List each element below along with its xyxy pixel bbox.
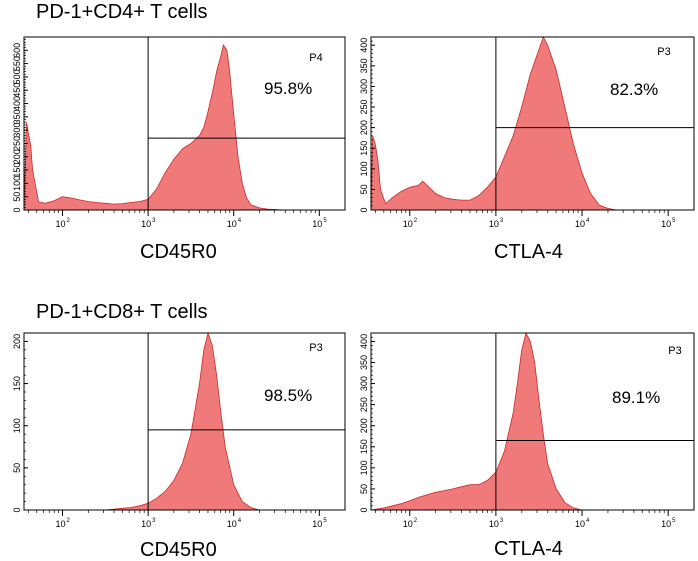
panel-1-ytick-label: 150 xyxy=(12,163,22,178)
panel-4-gate-percent: 89.1% xyxy=(612,388,660,407)
panel-1-gate-label: P4 xyxy=(309,52,322,64)
panel-2-ytick-label: 50 xyxy=(359,184,369,194)
panel-4-xtick-exponent: 4 xyxy=(586,518,590,524)
panel-3-gate-percent: 98.5% xyxy=(264,386,312,405)
panel-1-xtick-label: 10 xyxy=(227,219,237,229)
panel-2-xtick-exponent: 4 xyxy=(586,218,590,224)
panel-1-ytick-label: 500 xyxy=(12,69,22,84)
panel-4-ytick-label: 100 xyxy=(359,460,369,475)
panel-2-xlabel: CTLA-4 xyxy=(494,241,563,263)
panel-3-xtick-exponent: 2 xyxy=(67,518,71,524)
panel-4-xtick-label: 10 xyxy=(489,519,499,529)
panel-1-xtick-label: 10 xyxy=(56,219,66,229)
panel-1-ytick-label: 350 xyxy=(12,109,22,124)
panel-1-histogram xyxy=(23,44,345,211)
panel-4-gate-label: P3 xyxy=(668,345,681,357)
panel-2-ytick-label: 250 xyxy=(359,100,369,115)
panel-1-ytick-label: 250 xyxy=(12,136,22,151)
section-title-bottom: PD-1+CD8+ T cells xyxy=(36,301,208,323)
panel-2-ytick-label: 400 xyxy=(359,38,369,53)
panel-2-ytick-label: 0 xyxy=(359,207,369,212)
panel-4-xlabel: CTLA-4 xyxy=(494,538,563,560)
panel-4-ytick-label: 350 xyxy=(359,355,369,370)
panel-1-ytick-label: 200 xyxy=(12,149,22,164)
panel-3-xtick-exponent: 4 xyxy=(238,518,242,524)
panel-2-xtick-label: 10 xyxy=(403,219,413,229)
panel-1-frame xyxy=(23,36,346,211)
panel-3-ytick-label: 50 xyxy=(12,463,22,473)
panel-1-xlabel: CD45R0 xyxy=(140,241,217,263)
panel-3-xtick-exponent: 5 xyxy=(323,518,327,524)
panel-1-ytick-label: 0 xyxy=(12,207,22,212)
panel-4-ytick-label: 50 xyxy=(359,484,369,494)
panel-2-xtick-label: 10 xyxy=(575,219,585,229)
panel-4-xtick-exponent: 5 xyxy=(672,518,676,524)
panel-3-ytick-label: 200 xyxy=(12,334,22,349)
panel-2-xtick-label: 10 xyxy=(489,219,499,229)
panel-1-xtick-exponent: 2 xyxy=(67,218,71,224)
panel-1-ytick-label: 50 xyxy=(12,192,22,202)
panel-3-frame xyxy=(23,332,346,511)
panel-4-xtick-exponent: 2 xyxy=(414,518,418,524)
panel-1-ytick-label: 450 xyxy=(12,83,22,98)
panel-2-ytick-label: 350 xyxy=(359,58,369,73)
panel-1-ytick-label: 300 xyxy=(12,123,22,138)
panel-2-xtick-exponent: 3 xyxy=(500,218,504,224)
panel-3-ytick-label: 100 xyxy=(12,418,22,433)
panel-3-xtick-label: 10 xyxy=(227,519,237,529)
panel-4-xtick-label: 10 xyxy=(661,519,671,529)
panel-3-xtick-label: 10 xyxy=(312,519,322,529)
panel-3-xtick-exponent: 3 xyxy=(152,518,156,524)
panel-2-gate-percent: 82.3% xyxy=(610,80,658,99)
panel-2-ytick-label: 300 xyxy=(359,79,369,94)
panel-3-xlabel: CD45R0 xyxy=(140,539,217,561)
panel-3-ytick-label: 0 xyxy=(12,507,22,512)
panel-1-ytick-label: 550 xyxy=(12,56,22,71)
panel-1-ytick-label: 100 xyxy=(12,176,22,191)
panel-4-ytick-label: 150 xyxy=(359,439,369,454)
panel-4-xtick-exponent: 3 xyxy=(500,518,504,524)
panel-1-xtick-exponent: 5 xyxy=(323,218,327,224)
panel-2-xtick-exponent: 5 xyxy=(672,218,676,224)
panel-4-ytick-label: 400 xyxy=(359,334,369,349)
section-title-top: PD-1+CD4+ T cells xyxy=(36,1,208,23)
panel-3-xtick-label: 10 xyxy=(141,519,151,529)
panel-2-histogram xyxy=(370,35,694,211)
panel-1-gate-percent: 95.8% xyxy=(264,79,312,98)
panel-2-ytick-label: 200 xyxy=(359,120,369,135)
panel-4-ytick-label: 200 xyxy=(359,418,369,433)
panel-3-xtick-label: 10 xyxy=(56,519,66,529)
panel-2-xtick-label: 10 xyxy=(661,219,671,229)
panel-4-ytick-label: 0 xyxy=(359,507,369,512)
panel-4-histogram xyxy=(370,331,694,511)
panel-1-xtick-exponent: 3 xyxy=(152,218,156,224)
panel-4-xtick-label: 10 xyxy=(403,519,413,529)
panel-1-xtick-label: 10 xyxy=(141,219,151,229)
panel-1-ytick-label: 600 xyxy=(12,43,22,58)
panel-1-xtick-exponent: 4 xyxy=(238,218,242,224)
panel-3-histogram xyxy=(24,331,345,511)
panel-3-gate-label: P3 xyxy=(309,342,322,354)
panel-1-xtick-label: 10 xyxy=(312,219,322,229)
panel-4-ytick-label: 250 xyxy=(359,397,369,412)
panel-4-xtick-label: 10 xyxy=(575,519,585,529)
panel-2-ytick-label: 100 xyxy=(359,161,369,176)
panel-2-ytick-label: 150 xyxy=(359,141,369,156)
panel-3-ytick-label: 150 xyxy=(12,376,22,391)
panel-4-ytick-label: 300 xyxy=(359,376,369,391)
panel-2-xtick-exponent: 2 xyxy=(414,218,418,224)
panel-1-ytick-label: 400 xyxy=(12,96,22,111)
panel-2-gate-label: P3 xyxy=(657,46,670,58)
